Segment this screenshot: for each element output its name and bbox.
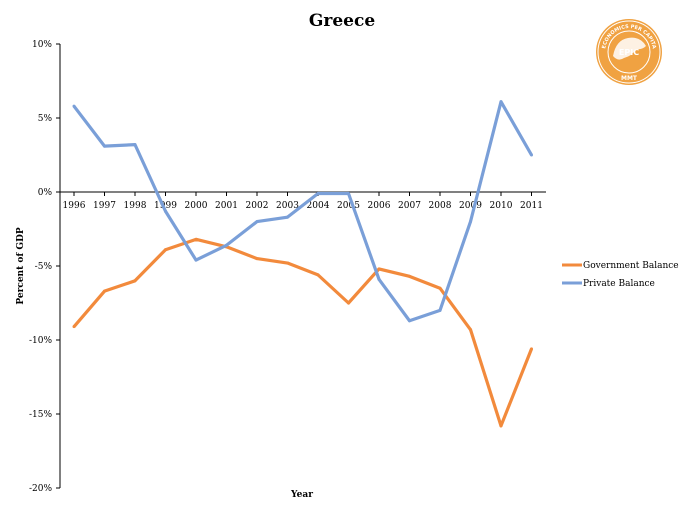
y-axis-label: Percent of GDP [16, 227, 26, 305]
data-point-government-balance-2009 [469, 328, 472, 332]
data-point-government-balance-1996 [72, 325, 76, 329]
x-tick-label: 1999 [154, 201, 177, 211]
data-point-government-balance-1999 [164, 248, 167, 252]
x-tick-label: 1996 [63, 201, 86, 211]
logo-inner-border [607, 30, 651, 74]
logo-bottom-text: MMT [621, 75, 638, 82]
y-ticks: 10% 5% 0% -5% -10% -15% -20% [29, 40, 60, 494]
legend: Government Balance Private Balance [562, 261, 679, 289]
y-tick-label: 10% [32, 40, 52, 50]
data-point-government-balance-1998 [133, 279, 137, 283]
x-ticks: 1996 1997 1998 1999 2000 2001 2002 2003 2004 2005… [63, 192, 543, 211]
logo-outer-border [597, 20, 661, 84]
data-point-private-balance-2010 [499, 100, 503, 104]
data-point-government-balance-2006 [377, 267, 381, 271]
x-axis-label: Year [290, 490, 313, 500]
data-point-private-balance-2000 [194, 258, 198, 262]
series-line-private-balance [72, 100, 533, 323]
data-point-government-balance-1997 [103, 289, 106, 293]
legend-label-private-balance: Private Balance [583, 279, 655, 289]
data-point-government-balance-2003 [286, 261, 289, 265]
legend-label-government-balance: Government Balance [583, 261, 679, 271]
x-tick-label: 2009 [459, 201, 482, 211]
data-point-government-balance-2000 [194, 237, 198, 241]
x-tick-label: 2005 [337, 201, 360, 211]
logo-center-text: EPIC [619, 48, 639, 57]
y-tick-label: -20% [29, 484, 52, 494]
data-point-government-balance-2004 [316, 273, 320, 277]
y-tick-label: 5% [38, 114, 53, 124]
x-tick-label: 2003 [276, 201, 299, 211]
x-tick-label: 2000 [185, 201, 208, 211]
data-point-government-balance-2008 [438, 286, 442, 290]
data-point-private-balance-2001 [225, 243, 228, 247]
x-tick-label: 1998 [124, 201, 147, 211]
series-line-government-balance [72, 237, 533, 428]
x-tick-label: 2006 [368, 201, 391, 211]
chart-title: Greece [309, 11, 375, 31]
data-point-government-balance-2002 [255, 257, 259, 261]
x-tick-label: 2001 [215, 201, 238, 211]
data-point-government-balance-2011 [530, 347, 533, 351]
series-layer [72, 100, 533, 428]
y-tick-label: -5% [35, 262, 53, 272]
y-tick-label: -15% [29, 410, 52, 420]
data-point-private-balance-2011 [530, 153, 533, 157]
x-tick-label: 2007 [398, 201, 421, 211]
data-point-private-balance-2009 [469, 220, 472, 224]
data-point-government-balance-2010 [499, 424, 503, 428]
epic-logo: ECONOMICS PER CAPITA EPIC MMT [596, 19, 662, 85]
y-tick-label: -10% [29, 336, 52, 346]
x-tick-label: 2010 [490, 201, 513, 211]
data-point-private-balance-1996 [72, 104, 76, 108]
data-point-private-balance-2002 [255, 220, 259, 224]
y-tick-label: 0% [38, 188, 53, 198]
x-tick-label: 2004 [307, 201, 330, 211]
data-point-private-balance-1997 [103, 144, 106, 148]
data-point-private-balance-2007 [408, 319, 411, 323]
data-point-private-balance-2008 [438, 308, 442, 312]
data-point-private-balance-2003 [286, 215, 289, 219]
x-tick-label: 2011 [520, 201, 543, 211]
x-tick-label: 2002 [246, 201, 269, 211]
data-point-private-balance-1999 [164, 209, 167, 213]
data-point-private-balance-2004 [316, 191, 320, 195]
x-tick-label: 1997 [93, 201, 116, 211]
data-point-private-balance-2005 [347, 191, 350, 195]
data-point-private-balance-2006 [377, 277, 381, 281]
data-point-private-balance-1998 [133, 143, 137, 147]
data-point-government-balance-2005 [347, 301, 350, 305]
x-tick-label: 2008 [429, 201, 452, 211]
logo-map-icon [613, 37, 646, 60]
data-point-government-balance-2007 [408, 274, 411, 278]
